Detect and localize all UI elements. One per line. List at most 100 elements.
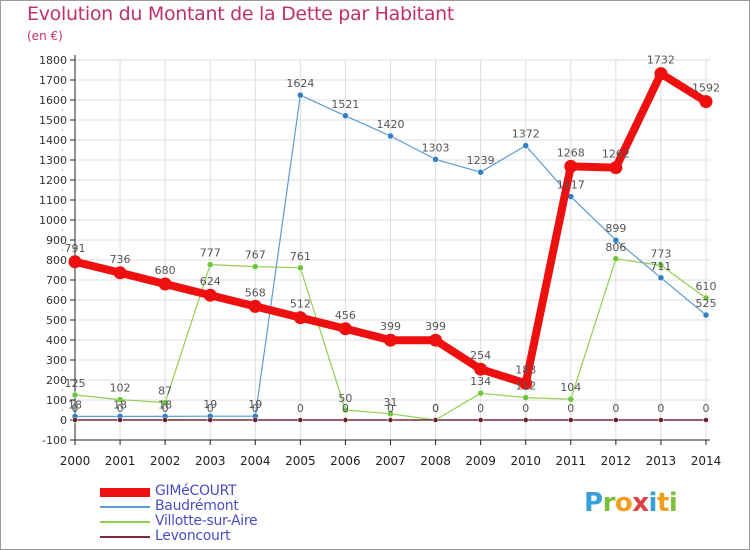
- data-label-baudr-mont: 899: [605, 222, 626, 235]
- data-label-gim-court: 568: [245, 286, 266, 299]
- data-point-baudr-mont: [477, 168, 484, 176]
- axis-marker-dot: [62, 239, 63, 241]
- data-point-baudr-mont: [342, 112, 349, 120]
- x-tick-label: 2000: [60, 454, 91, 468]
- data-label-baudr-mont: 525: [696, 297, 717, 310]
- data-label-villotte-sur-aire: 773: [650, 247, 671, 260]
- axis-marker-dot: [62, 219, 63, 221]
- data-point-baudr-mont: [702, 311, 710, 319]
- data-label-gim-court: 624: [200, 275, 221, 288]
- x-tick-label: 2014: [691, 454, 722, 468]
- chart-title: Evolution du Montant de la Dette par Hab…: [27, 3, 455, 25]
- axis-marker-dot: [62, 149, 63, 151]
- data-label-levoncourt: 0: [703, 402, 710, 415]
- data-label-levoncourt: 0: [612, 402, 619, 415]
- data-point-gim-court: [429, 333, 443, 347]
- data-label-levoncourt: 0: [162, 402, 169, 415]
- data-point-gim-court: [609, 161, 623, 175]
- line-chart: -100010020030040050060070080090010001100…: [39, 54, 722, 468]
- axis-marker-dot: [62, 329, 63, 331]
- axis-marker-dot: [62, 179, 63, 181]
- legend-label: GIMéCOURT: [155, 483, 237, 499]
- data-point-levoncourt: [72, 417, 78, 423]
- data-label-baudr-mont: 1521: [331, 98, 359, 111]
- legend-label: Baudrémont: [155, 498, 239, 514]
- y-tick-label: 100: [46, 394, 67, 407]
- data-point-villotte-sur-aire: [657, 262, 665, 269]
- x-tick-label: 2004: [240, 454, 271, 468]
- y-tick-label: -100: [42, 434, 67, 447]
- axis-marker-dot: [62, 369, 63, 371]
- data-label-baudr-mont: 19: [248, 398, 262, 411]
- data-point-levoncourt: [207, 417, 213, 423]
- data-label-levoncourt: 0: [252, 402, 259, 415]
- data-point-gim-court: [293, 311, 307, 325]
- data-label-villotte-sur-aire: 50: [338, 392, 352, 405]
- axis-marker-dot: [62, 269, 63, 271]
- x-tick-label: 2003: [195, 454, 226, 468]
- axis-marker-dot: [62, 59, 63, 61]
- axis-marker-dot: [62, 379, 63, 381]
- y-tick-label: 0: [60, 414, 67, 427]
- axis-marker-dot: [62, 69, 63, 71]
- data-label-gim-court: 736: [110, 253, 131, 266]
- y-tick-label: 300: [46, 354, 67, 367]
- data-label-levoncourt: 0: [657, 402, 664, 415]
- axis-marker-dot: [62, 359, 63, 361]
- x-tick-label: 2007: [375, 454, 406, 468]
- data-point-villotte-sur-aire: [567, 395, 575, 403]
- y-tick-label: 900: [46, 234, 67, 247]
- y-tick-label: 800: [46, 254, 67, 267]
- data-label-levoncourt: 0: [297, 402, 304, 415]
- data-point-gim-court: [68, 255, 82, 269]
- y-tick-label: 600: [46, 294, 67, 307]
- axis-marker-dot: [62, 409, 63, 411]
- data-point-levoncourt: [387, 417, 394, 423]
- y-tick-label: 200: [46, 374, 67, 387]
- data-point-villotte-sur-aire: [612, 255, 620, 263]
- data-label-villotte-sur-aire: 112: [515, 380, 536, 393]
- legend-swatch: [100, 506, 150, 508]
- x-tick-label: 2009: [465, 454, 496, 468]
- data-point-baudr-mont: [522, 142, 529, 149]
- proxiti-logo: Proxiti: [584, 488, 678, 518]
- y-tick-label: 1300: [39, 154, 67, 167]
- data-label-villotte-sur-aire: 806: [605, 241, 626, 254]
- data-point-gim-court: [248, 299, 262, 313]
- data-point-gim-court: [654, 67, 668, 81]
- data-label-baudr-mont: 711: [650, 260, 671, 273]
- data-label-villotte-sur-aire: 610: [696, 280, 717, 293]
- data-point-baudr-mont: [297, 91, 304, 99]
- axis-marker-dot: [62, 389, 63, 391]
- data-label-baudr-mont: 1303: [422, 141, 450, 154]
- data-point-villotte-sur-aire: [116, 396, 124, 403]
- x-tick-label: 2006: [330, 454, 361, 468]
- data-point-gim-court: [519, 376, 533, 390]
- y-tick-label: 700: [46, 274, 67, 287]
- legend-swatch: [100, 488, 150, 497]
- axis-marker-dot: [62, 119, 63, 121]
- axis-marker-dot: [62, 249, 63, 251]
- data-label-gim-court: 512: [290, 298, 311, 311]
- legend-label: Levoncourt: [155, 528, 231, 544]
- x-tick-label: 2013: [646, 454, 677, 468]
- data-label-gim-court: 1268: [557, 146, 585, 159]
- data-label-levoncourt: 0: [387, 402, 394, 415]
- legend-swatch: [100, 521, 150, 523]
- data-label-villotte-sur-aire: 87: [158, 385, 172, 398]
- data-point-gim-court: [699, 95, 713, 109]
- data-point-gim-court: [203, 288, 217, 302]
- data-point-villotte-sur-aire: [252, 263, 259, 270]
- y-tick-label: 1100: [39, 194, 67, 207]
- data-label-gim-court: 1262: [602, 148, 630, 161]
- data-label-gim-court: 791: [65, 242, 86, 255]
- data-label-gim-court: 456: [335, 309, 356, 322]
- data-point-baudr-mont: [387, 132, 394, 140]
- data-point-villotte-sur-aire: [71, 391, 79, 399]
- data-point-levoncourt: [522, 417, 529, 423]
- data-label-villotte-sur-aire: 777: [200, 247, 221, 260]
- data-point-villotte-sur-aire: [387, 410, 394, 418]
- data-label-villotte-sur-aire: 102: [110, 382, 131, 395]
- data-point-levoncourt: [568, 417, 574, 423]
- data-point-gim-court: [158, 277, 172, 291]
